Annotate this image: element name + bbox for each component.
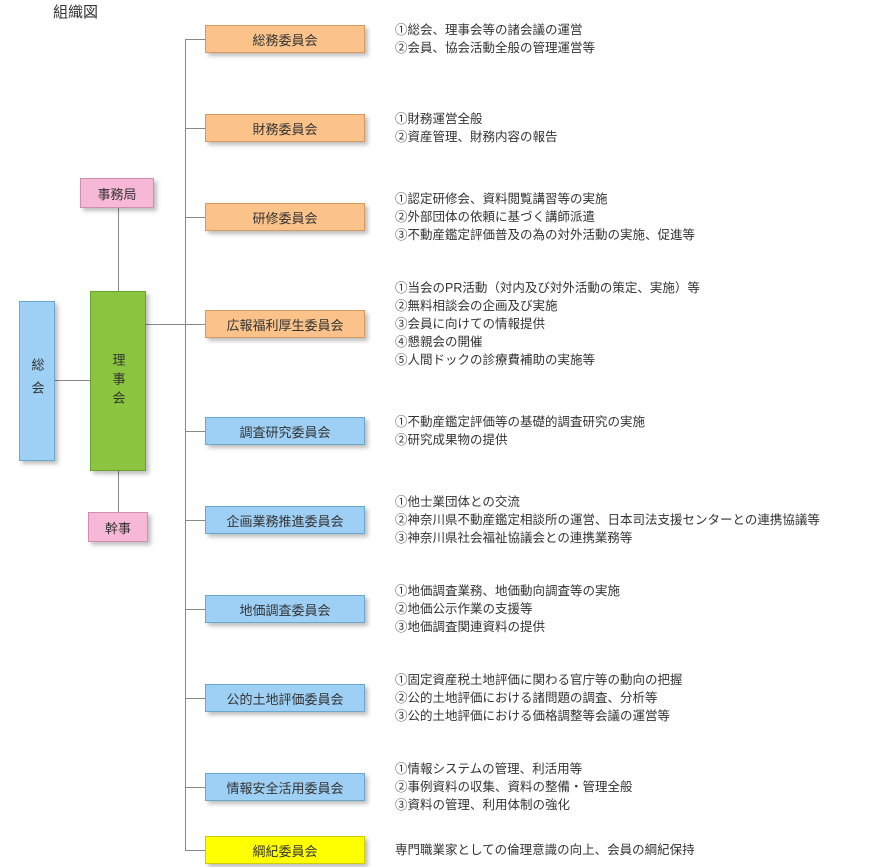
desc-c2: ①財務運営全般 ②資産管理、財務内容の報告: [395, 110, 558, 146]
node-label-jimukyoku: 事務局: [97, 184, 136, 203]
line-branch-c2: [185, 128, 205, 129]
node-label-kanji: 幹事: [105, 518, 131, 537]
line-branch-c5: [185, 431, 205, 432]
node-label-rijikai: 理事会: [109, 353, 128, 410]
desc-c3: ①認定研修会、資料閲覧講習等の実施 ②外部団体の依頼に基づく講師派遣 ③不動産鑑…: [395, 190, 695, 244]
node-c10: 綱紀委員会: [205, 836, 365, 864]
desc-c5: ①不動産鑑定評価等の基礎的調査研究の実施 ②研究成果物の提供: [395, 413, 645, 449]
node-jimukyoku: 事務局: [80, 178, 154, 208]
line-trunk: [185, 39, 186, 850]
node-label-c10: 綱紀委員会: [252, 841, 317, 860]
line-branch-c10: [185, 850, 205, 851]
node-label-c3: 研修委員会: [252, 208, 317, 227]
line-branch-c6: [185, 520, 205, 521]
node-label-c7: 地価調査委員会: [239, 600, 330, 619]
node-label-c2: 財務委員会: [252, 119, 317, 138]
desc-c10: 専門職業家としての倫理意識の向上、会員の綱紀保持: [395, 841, 695, 859]
node-c1: 総務委員会: [205, 25, 365, 53]
line-sokai-rijikai: [55, 380, 90, 381]
node-c7: 地価調査委員会: [205, 595, 365, 623]
node-c8: 公的土地評価委員会: [205, 684, 365, 712]
node-label-c9: 情報安全活用委員会: [226, 778, 343, 797]
diagram-title: 組織図: [53, 1, 98, 22]
desc-c4: ①当会のPR活動（対内及び対外活動の策定、実施）等 ②無料相談会の企画及び実施 …: [395, 279, 700, 369]
line-branch-c4: [185, 324, 205, 325]
node-label-c1: 総務委員会: [252, 30, 317, 49]
desc-c7: ①地価調査業務、地価動向調査等の実施 ②地価公示作業の支援等 ③地価調査関連資料…: [395, 582, 620, 636]
desc-c8: ①固定資産税土地評価に関わる官庁等の動向の把握 ②公的土地評価における諸問題の調…: [395, 671, 683, 725]
line-rijikai-jimukyoku: [118, 208, 119, 291]
line-branch-c7: [185, 609, 205, 610]
node-label-sokai: 総会: [28, 358, 47, 404]
desc-c6: ①他士業団体との交流 ②神奈川県不動産鑑定相談所の運営、日本司法支援センターとの…: [395, 493, 820, 547]
line-rijikai-trunk: [146, 324, 185, 325]
node-c9: 情報安全活用委員会: [205, 773, 365, 801]
node-label-c6: 企画業務推進委員会: [226, 511, 343, 530]
node-kanji: 幹事: [88, 512, 148, 542]
node-label-c5: 調査研究委員会: [239, 422, 330, 441]
node-rijikai: 理事会: [90, 291, 146, 471]
node-c3: 研修委員会: [205, 203, 365, 231]
node-c2: 財務委員会: [205, 114, 365, 142]
line-branch-c8: [185, 698, 205, 699]
node-label-c8: 公的土地評価委員会: [226, 689, 343, 708]
line-rijikai-kanji: [118, 471, 119, 512]
line-branch-c3: [185, 217, 205, 218]
node-sokai: 総会: [19, 301, 55, 461]
line-branch-c1: [185, 39, 205, 40]
node-c5: 調査研究委員会: [205, 417, 365, 445]
desc-c9: ①情報システムの管理、利活用等 ②事例資料の収集、資料の整備・管理全般 ③資料の…: [395, 760, 633, 814]
node-c6: 企画業務推進委員会: [205, 506, 365, 534]
desc-c1: ①総会、理事会等の諸会議の運営 ②会員、協会活動全般の管理運営等: [395, 21, 595, 57]
line-branch-c9: [185, 787, 205, 788]
node-label-c4: 広報福利厚生委員会: [226, 315, 343, 334]
node-c4: 広報福利厚生委員会: [205, 310, 365, 338]
